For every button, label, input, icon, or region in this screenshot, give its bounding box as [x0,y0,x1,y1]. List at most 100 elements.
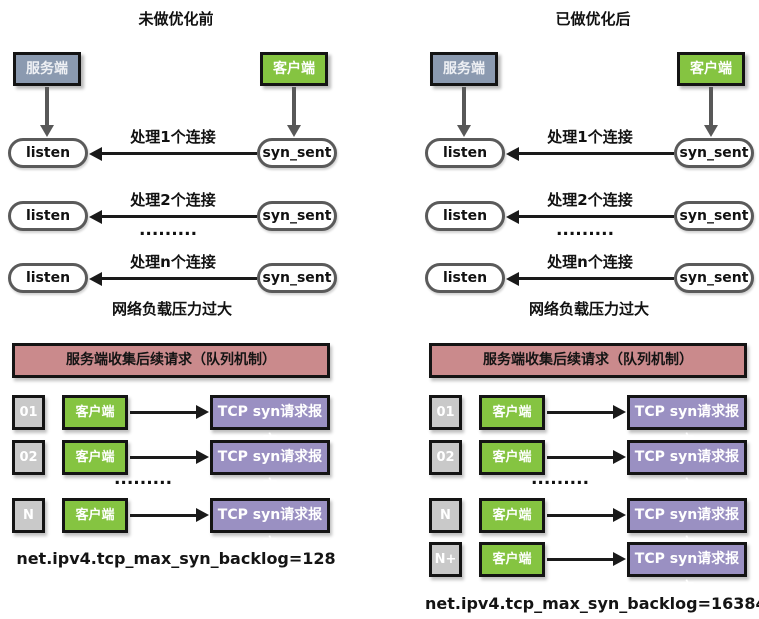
panel-before-optimization: 未做优化前 服务端 客户端 listen 处理1个连接 syn_sent lis… [8,0,344,619]
tcp-syn-packet: TCP syn请求报文 [627,542,747,596]
arrow-head-right-icon [613,405,626,419]
queue-row-01: 01 客户端 TCP syn请求报文 [8,395,344,449]
ellipsis-dots: ......... [530,469,590,489]
arrow-line [45,87,49,126]
connection-row-n: listen 处理n个连接 syn_sent [425,253,759,293]
queue-row-n-plus: N+ 客户端 TCP syn请求报文 [425,542,759,596]
connection-row-2: listen 处理2个连接 syn_sent [8,191,344,231]
arrow-line [547,456,614,459]
syn-sent-state: syn_sent [257,263,337,293]
overload-text: 网络负载压力过大 [111,300,232,318]
syn-sent-state: syn_sent [674,138,754,168]
listen-state: listen [425,201,505,231]
arrow-head-down-icon [40,125,54,137]
queue-row-02: 02 客户端 TCP syn请求报文 [8,440,344,494]
client-box-small: 客户端 [62,440,128,475]
queue-number: 01 [429,395,462,430]
queue-number: 02 [429,440,462,475]
panel-after-optimization: 已做优化后 服务端 客户端 listen 处理1个连接 syn_sent lis… [425,0,759,619]
arrow-line [518,152,674,155]
arrow-line [462,87,466,126]
arrow-line [130,514,197,517]
arrow-head-left-icon [506,210,519,224]
arrow-head-right-icon [196,508,209,522]
queue-row-n: N 客户端 TCP syn请求报文 [425,498,759,552]
arrow-line [292,87,296,126]
client-box-small: 客户端 [479,440,545,475]
panel-title: 未做优化前 [138,10,214,28]
sysctl-setting: net.ipv4.tcp_max_syn_backlog=16384 [425,594,759,613]
connection-label: 处理1个连接 [547,128,633,146]
arrow-head-left-icon [89,210,102,224]
syn-sent-state: syn_sent [674,263,754,293]
ellipsis-dots: ......... [138,220,198,240]
client-box: 客户端 [677,52,745,86]
connection-row-n: listen 处理n个连接 syn_sent [8,253,344,293]
listen-state: listen [8,138,88,168]
server-box: 服务端 [13,52,81,86]
arrow-line [547,558,614,561]
server-down-arrow [40,87,54,137]
arrow-head-down-icon [704,125,718,137]
arrow-head-left-icon [89,272,102,286]
connection-label: 处理2个连接 [547,191,633,209]
connection-label: 处理n个连接 [547,253,633,271]
arrow-head-right-icon [196,405,209,419]
queue-banner: 服务端收集后续请求（队列机制） [12,343,330,378]
connection-label: 处理2个连接 [130,191,216,209]
queue-number: N [429,498,462,533]
client-down-arrow [704,87,718,137]
arrow-head-right-icon [613,450,626,464]
arrow-line [130,456,197,459]
queue-row-02: 02 客户端 TCP syn请求报文 [425,440,759,494]
connection-row-2: listen 处理2个连接 syn_sent [425,191,759,231]
arrow-line [101,152,257,155]
client-box-small: 客户端 [479,542,545,577]
tcp-syn-packet: TCP syn请求报文 [210,440,330,494]
connection-row-1: listen 处理1个连接 syn_sent [8,128,344,168]
arrow-line [101,215,257,218]
arrow-head-right-icon [196,450,209,464]
server-down-arrow [457,87,471,137]
arrow-head-right-icon [613,552,626,566]
listen-state: listen [425,263,505,293]
arrow-line [518,215,674,218]
arrow-head-down-icon [287,125,301,137]
client-box-small: 客户端 [479,395,545,430]
client-box-small: 客户端 [479,498,545,533]
client-box-small: 客户端 [62,395,128,430]
connection-label: 处理1个连接 [130,128,216,146]
tcp-syn-packet: TCP syn请求报文 [627,395,747,449]
queue-number: 01 [12,395,45,430]
queue-row-n: N 客户端 TCP syn请求报文 [8,498,344,552]
server-box: 服务端 [430,52,498,86]
overload-text: 网络负载压力过大 [528,300,649,318]
client-box: 客户端 [260,52,328,86]
arrow-line [130,411,197,414]
arrow-line [518,277,674,280]
arrow-line [709,87,713,126]
arrow-head-left-icon [506,272,519,286]
queue-number: N+ [429,542,462,577]
queue-number: N [12,498,45,533]
arrow-head-right-icon [613,508,626,522]
arrow-line [101,277,257,280]
arrow-head-left-icon [506,147,519,161]
arrow-line [547,411,614,414]
arrow-line [547,514,614,517]
listen-state: listen [8,263,88,293]
tcp-syn-packet: TCP syn请求报文 [210,395,330,449]
connection-label: 处理n个连接 [130,253,216,271]
queue-row-01: 01 客户端 TCP syn请求报文 [425,395,759,449]
client-down-arrow [287,87,301,137]
sysctl-setting: net.ipv4.tcp_max_syn_backlog=128 [16,549,336,568]
queue-banner: 服务端收集后续请求（队列机制） [429,343,747,378]
tcp-syn-packet: TCP syn请求报文 [210,498,330,552]
syn-sent-state: syn_sent [674,201,754,231]
listen-state: listen [8,201,88,231]
client-box-small: 客户端 [62,498,128,533]
queue-number: 02 [12,440,45,475]
tcp-syn-packet: TCP syn请求报文 [627,440,747,494]
syn-sent-state: syn_sent [257,201,337,231]
